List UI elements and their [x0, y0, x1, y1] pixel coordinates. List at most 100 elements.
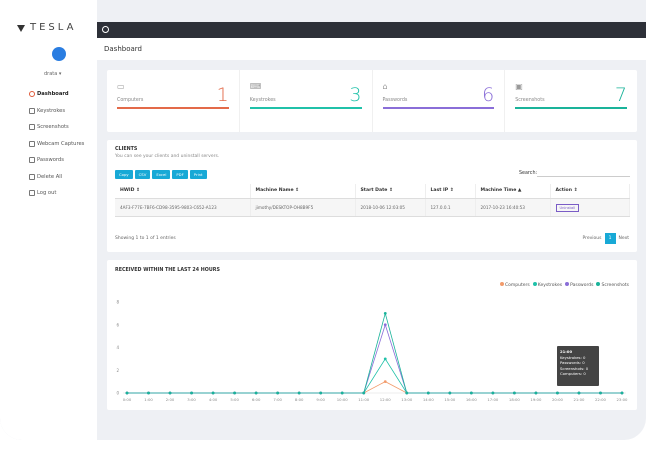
stat-value: 1	[216, 84, 229, 106]
data-point-screenshots[interactable]	[491, 391, 495, 395]
legend-item-passwords[interactable]: Passwords	[565, 282, 593, 288]
stat-label: Computers	[117, 98, 144, 103]
tooltip-line: Computers: 0	[560, 371, 586, 376]
x-tick-label: 13:00	[401, 397, 413, 402]
page-1-button[interactable]: 1	[604, 233, 616, 244]
stat-value: 3	[349, 84, 362, 106]
data-point-screenshots[interactable]	[383, 311, 387, 315]
x-tick-label: 7:00	[273, 397, 282, 402]
data-point-screenshots[interactable]	[276, 391, 280, 395]
x-tick-label: 9:00	[316, 397, 325, 402]
stat-bar	[515, 107, 627, 109]
cell-start-date: 2018-10-06 12:03:05	[355, 198, 426, 217]
data-point-screenshots[interactable]	[147, 391, 150, 395]
data-point-screenshots[interactable]	[233, 391, 237, 395]
stat-passwords: ⌂ Passwords 6	[371, 70, 505, 132]
legend-label: Passwords	[570, 283, 594, 288]
device-frame: TESLA drata ▾ Dashboard Keystrokes Scree…	[0, 0, 646, 440]
search-input[interactable]	[537, 168, 630, 177]
series-line-passwords	[127, 323, 622, 394]
clients-subtitle: You can see your clients and uninstall s…	[115, 154, 220, 159]
keyboard-icon: ⌨	[249, 82, 262, 91]
x-tick-label: 6:00	[252, 397, 261, 402]
column-header-last-ip[interactable]: Last IP ⇕	[425, 184, 476, 199]
clients-table: HWID ⇕ Machine Name ⇕ Start Date ⇕ Last …	[115, 184, 630, 217]
cell-action: Uninstall	[550, 198, 630, 217]
tooltip-time: 21:00	[560, 349, 573, 354]
data-point-screenshots[interactable]	[211, 391, 215, 395]
pdf-button[interactable]: PDF	[172, 170, 188, 179]
column-header-start-date[interactable]: Start Date ⇕	[355, 184, 426, 199]
sidebar-item-log-out[interactable]: Log out	[29, 185, 84, 202]
stat-bar	[117, 107, 229, 109]
x-tick-label: 14:00	[423, 397, 435, 402]
sidebar: TESLA drata ▾ Dashboard Keystrokes Scree…	[0, 0, 97, 440]
data-point-screenshots[interactable]	[405, 391, 409, 395]
copy-button[interactable]: Copy	[115, 170, 133, 179]
sidebar-item-webcam-captures[interactable]: Webcam Captures	[29, 136, 84, 153]
sidebar-nav: Dashboard Keystrokes Screenshots Webcam …	[29, 86, 84, 202]
legend-item-computers[interactable]: Computers	[500, 282, 530, 288]
user-menu[interactable]: drata ▾	[44, 71, 62, 77]
data-point-screenshots[interactable]	[599, 391, 602, 395]
data-point-screenshots[interactable]	[297, 391, 301, 395]
data-point-screenshots[interactable]	[620, 391, 624, 395]
sidebar-item-screenshots[interactable]: Screenshots	[29, 119, 84, 136]
dashboard-icon	[29, 91, 35, 98]
sidebar-item-label: Webcam Captures	[37, 140, 85, 147]
data-point-screenshots[interactable]	[577, 391, 581, 395]
legend-item-keystrokes[interactable]: Keystrokes	[532, 282, 562, 288]
cell-machine-time: 2017-10-23 16:40:53	[475, 198, 551, 217]
x-tick-label: 15:00	[444, 397, 456, 402]
data-point-screenshots[interactable]	[362, 391, 366, 395]
column-header-machine-name[interactable]: Machine Name ⇕	[250, 184, 356, 199]
data-point-screenshots[interactable]	[319, 391, 323, 395]
data-point-screenshots[interactable]	[469, 391, 473, 395]
sidebar-item-label: Log out	[37, 190, 57, 197]
data-point-screenshots[interactable]	[448, 391, 452, 395]
x-tick-label: 3:00	[187, 397, 196, 402]
data-point-screenshots[interactable]	[534, 391, 538, 395]
stats-panel: ▭ Computers 1 ⌨ Keystrokes 3 ⌂ Passwords…	[107, 70, 637, 132]
data-point-screenshots[interactable]	[190, 391, 193, 395]
legend-item-screenshots[interactable]: Screenshots	[596, 282, 629, 288]
print-button[interactable]: Print	[189, 170, 207, 179]
data-point-keystrokes[interactable]	[383, 357, 387, 361]
data-point-screenshots[interactable]	[556, 391, 559, 395]
sidebar-item-delete-all[interactable]: Delete All	[29, 169, 84, 186]
image-icon: ▣	[515, 82, 523, 91]
data-point-screenshots[interactable]	[125, 391, 129, 395]
data-point-screenshots[interactable]	[426, 391, 430, 395]
data-point-computers[interactable]	[383, 380, 387, 384]
top-bar	[97, 22, 646, 38]
data-point-passwords[interactable]	[383, 323, 387, 327]
page-header: Dashboard	[97, 38, 646, 60]
data-point-screenshots[interactable]	[168, 391, 172, 395]
excel-button[interactable]: Excel	[152, 170, 171, 179]
data-point-screenshots[interactable]	[512, 391, 516, 395]
column-header-machine-time[interactable]: Machine Time ▲	[475, 184, 551, 199]
avatar[interactable]	[52, 47, 66, 61]
data-point-screenshots[interactable]	[254, 391, 258, 395]
x-tick-label: 20:00	[552, 397, 564, 402]
entries-info: Showing 1 to 1 of 1 entries	[115, 236, 176, 241]
x-tick-label: 19:00	[530, 397, 542, 402]
data-point-screenshots[interactable]	[340, 391, 344, 395]
line-chart: 0 2 4 6 8 0:00 1:00 2:00 3:00 4:00 5:00 6:00 7:00 8:0…	[116, 300, 628, 403]
sidebar-item-passwords[interactable]: Passwords	[29, 152, 84, 169]
next-button[interactable]: Next	[618, 236, 629, 241]
legend-dot	[500, 282, 505, 286]
series-line-computers	[127, 381, 622, 394]
previous-button[interactable]: Previous	[582, 236, 602, 241]
csv-button[interactable]: CSV	[134, 170, 151, 179]
sidebar-item-keystrokes[interactable]: Keystrokes	[29, 103, 84, 120]
column-header-hwid[interactable]: HWID ⇕	[115, 184, 251, 199]
y-tick-label: 8	[116, 300, 119, 305]
column-header-action[interactable]: Action ⇕	[550, 184, 630, 199]
sidebar-item-dashboard[interactable]: Dashboard	[29, 86, 84, 103]
menu-toggle-icon[interactable]	[102, 26, 109, 33]
x-tick-label: 17:00	[487, 397, 499, 402]
legend-dot	[565, 282, 570, 286]
uninstall-button[interactable]: Uninstall	[555, 203, 580, 212]
tooltip-line: Passwords: 0	[560, 360, 585, 365]
